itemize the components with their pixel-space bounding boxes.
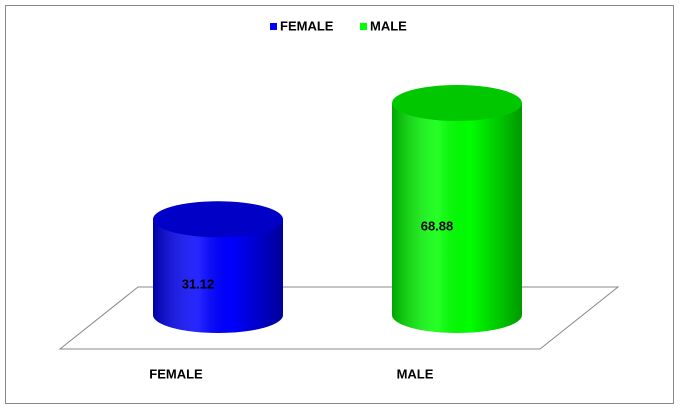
value-label: 31.12 [182,277,215,292]
legend-label: FEMALE [280,18,334,33]
floor [58,286,620,350]
cylinder-shade [392,103,522,333]
legend-swatch [360,23,367,30]
cylinder-top-shade [392,85,522,121]
value-label: 68.88 [421,218,454,233]
legend-swatch [270,23,277,30]
x-tick-label: MALE [397,366,434,381]
cylinder-top-shade [153,201,283,238]
cylinder-shade [153,219,283,333]
cylinder-top [392,85,522,121]
cylinder-top [153,201,283,238]
legend-label: MALE [370,18,407,33]
x-tick-label: FEMALE [149,366,203,381]
